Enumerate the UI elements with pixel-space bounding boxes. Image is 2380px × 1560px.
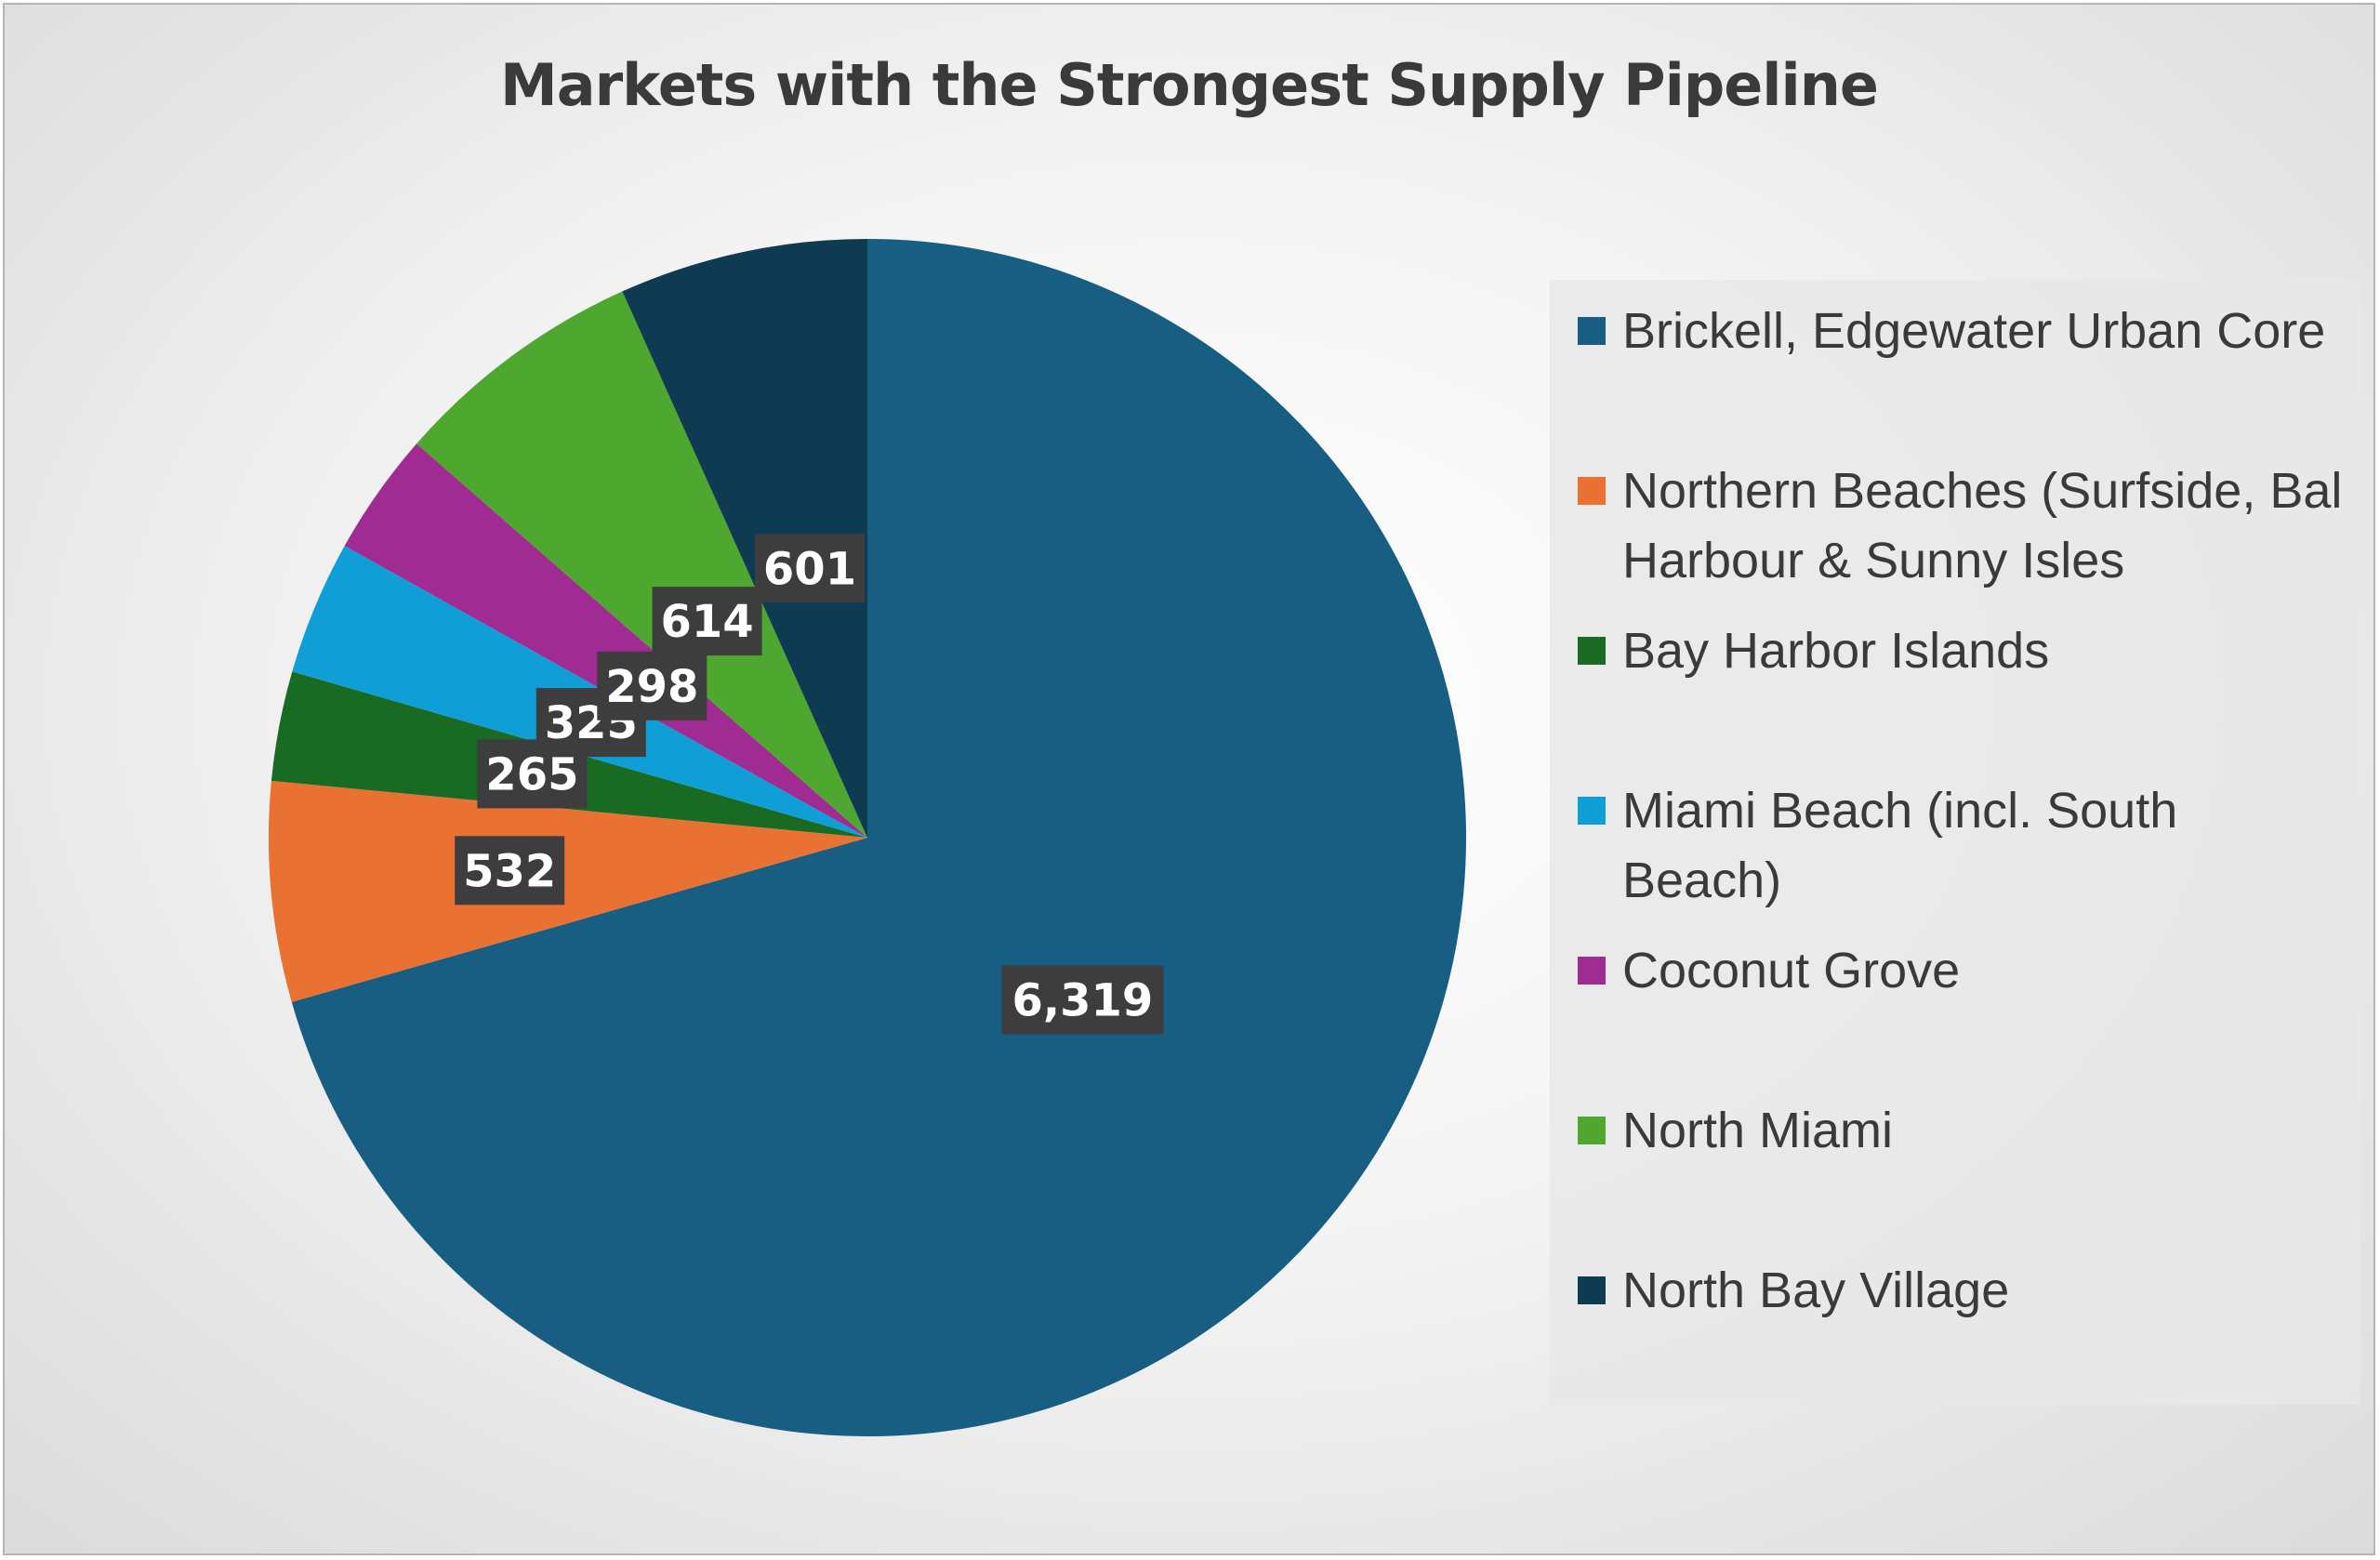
data-label-text: 265 <box>485 748 578 800</box>
legend-label: Brickell, Edgewater Urban Core <box>1622 303 2326 359</box>
legend-item: Brickell, Edgewater Urban Core <box>1578 297 2349 366</box>
data-label: 601 <box>755 534 865 603</box>
data-label: 6,319 <box>1001 965 1164 1035</box>
legend-item: Bay Harbor Islands <box>1578 616 2349 686</box>
legend-swatch <box>1578 957 1606 985</box>
pie-slice <box>622 239 867 838</box>
legend-item: North Miami <box>1578 1096 2349 1166</box>
legend-label: Miami Beach (incl. South Beach) <box>1622 783 2178 908</box>
data-label-box <box>597 651 707 721</box>
chart-title: Markets with the Strongest Supply Pipeli… <box>500 51 1879 119</box>
legend-swatch <box>1578 1276 1606 1304</box>
legend: Brickell, Edgewater Urban Core Northern … <box>1550 280 2360 1405</box>
data-label: 614 <box>652 587 762 656</box>
legend-label: Northern Beaches (Surfside, Bal Harbour … <box>1622 463 2343 588</box>
data-label-text: 601 <box>763 543 856 595</box>
data-label-box <box>455 836 565 906</box>
legend-label: North Bay Village <box>1622 1263 2010 1318</box>
legend-swatch <box>1578 477 1606 505</box>
data-label-text: 532 <box>463 845 556 897</box>
pie-slice <box>416 291 867 838</box>
data-label: 298 <box>597 651 707 721</box>
data-label: 532 <box>455 836 565 906</box>
legend-item: North Bay Village <box>1578 1256 2349 1326</box>
legend-item: Miami Beach (incl. South Beach) <box>1578 776 2349 916</box>
data-label-box <box>755 534 865 603</box>
legend-swatch <box>1578 1117 1606 1144</box>
data-label-box <box>1001 965 1164 1035</box>
legend-label: North Miami <box>1622 1103 1894 1158</box>
legend-swatch <box>1578 637 1606 665</box>
legend-label: Bay Harbor Islands <box>1622 623 2050 679</box>
pie-slice <box>291 239 1467 1436</box>
chart-frame: Markets with the Strongest Supply Pipeli… <box>3 3 2375 1555</box>
legend-swatch <box>1578 797 1606 825</box>
data-label-text: 6,319 <box>1012 975 1153 1027</box>
legend-item: Coconut Grove <box>1578 936 2349 1006</box>
legend-item: Northern Beaches (Surfside, Bal Harbour … <box>1578 456 2349 596</box>
legend-label: Coconut Grove <box>1622 943 1961 998</box>
legend-swatch <box>1578 317 1606 345</box>
pie-slice <box>269 780 867 1002</box>
data-label-text: 298 <box>605 661 698 713</box>
data-label-text: 614 <box>660 596 753 648</box>
data-label-box <box>652 587 762 656</box>
pie-slice <box>344 443 867 838</box>
